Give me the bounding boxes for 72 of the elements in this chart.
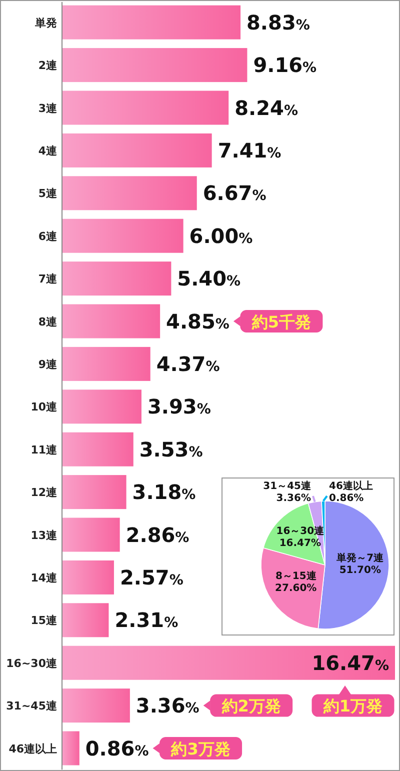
bar	[62, 432, 134, 466]
bar	[62, 390, 142, 424]
data-label: 3.93%	[147, 394, 211, 419]
data-label: 51.70%	[339, 564, 381, 576]
data-label: 2.86%	[126, 522, 190, 547]
bar	[62, 518, 120, 552]
bar	[62, 688, 130, 723]
y-tick-label: 14連	[30, 571, 58, 584]
bar	[62, 176, 197, 210]
data-label: 0.86%	[329, 493, 364, 504]
y-tick-label: 15連	[30, 614, 58, 628]
bar	[62, 133, 212, 168]
data-label: 5.40%	[177, 266, 241, 291]
bar	[62, 218, 184, 253]
y-tick-label: 9連	[38, 358, 58, 371]
y-tick-label: 6連	[38, 230, 58, 243]
bar	[62, 346, 150, 381]
data-label: 2.31%	[114, 608, 178, 632]
y-tick-label: 12連	[30, 486, 58, 500]
data-label: 3.36%	[276, 493, 311, 504]
slice-label: 16～30連	[276, 525, 326, 538]
y-tick-label: 10連	[30, 400, 58, 414]
y-tick-label: 2連	[38, 59, 58, 72]
bar	[62, 646, 395, 680]
slice-label: 8～15連	[275, 570, 318, 582]
bar	[62, 603, 109, 638]
data-label: 3.36%	[136, 694, 200, 718]
data-label: 8.83%	[246, 10, 310, 34]
annotation: 約5千発	[250, 312, 312, 332]
y-tick-label: 11連	[30, 443, 58, 456]
y-tick-label: 8連	[38, 315, 58, 328]
y-tick-label: 13連	[30, 528, 58, 542]
annotation: 約2万発	[220, 696, 281, 716]
y-tick-label: 16~30連	[6, 656, 58, 670]
callout: 約3万発	[152, 736, 244, 761]
data-label: 6.67%	[202, 181, 266, 206]
data-label: 4.37%	[156, 352, 220, 376]
slice-label: 46連以上	[329, 480, 373, 492]
annotation: 約3万発	[170, 739, 230, 758]
bar	[62, 48, 248, 82]
data-label: 3.18%	[132, 480, 196, 504]
data-label: 16.47%	[312, 650, 389, 675]
bar	[62, 475, 126, 510]
bar	[62, 731, 80, 766]
callout: 約2万発	[203, 692, 294, 718]
y-tick-label: 46連以上	[8, 742, 57, 756]
data-label: 27.60%	[275, 582, 317, 594]
bar	[62, 90, 229, 125]
y-tick-label: 3連	[38, 102, 58, 115]
data-label: 16.47%	[279, 538, 322, 550]
callout: 約1万発	[310, 686, 396, 718]
data-label: 4.85%	[166, 309, 230, 334]
data-label: 0.86%	[85, 736, 149, 760]
y-tick-label: 4連	[38, 144, 58, 158]
bar	[62, 5, 241, 40]
bar	[62, 560, 114, 594]
data-label: 9.16%	[253, 53, 317, 78]
bar	[62, 304, 160, 338]
data-label: 3.53%	[139, 437, 203, 462]
slice-label: 31～45連	[263, 480, 312, 492]
slice-label: 単発～7連	[336, 552, 385, 564]
data-label: 6.00%	[189, 224, 253, 248]
bar	[62, 262, 172, 296]
y-tick-label: 31~45連	[6, 700, 58, 713]
annotation: 約1万発	[322, 696, 383, 716]
y-tick-label: 7連	[38, 272, 58, 286]
callout: 約5千発	[233, 308, 324, 334]
data-label: 2.57%	[120, 565, 184, 590]
y-tick-label: 単発	[34, 16, 58, 30]
data-label: 8.24%	[234, 96, 298, 120]
data-label: 7.41%	[218, 138, 282, 162]
y-tick-label: 5連	[38, 187, 58, 200]
